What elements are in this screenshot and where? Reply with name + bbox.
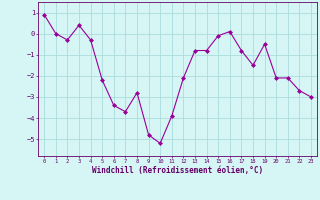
X-axis label: Windchill (Refroidissement éolien,°C): Windchill (Refroidissement éolien,°C): [92, 166, 263, 175]
